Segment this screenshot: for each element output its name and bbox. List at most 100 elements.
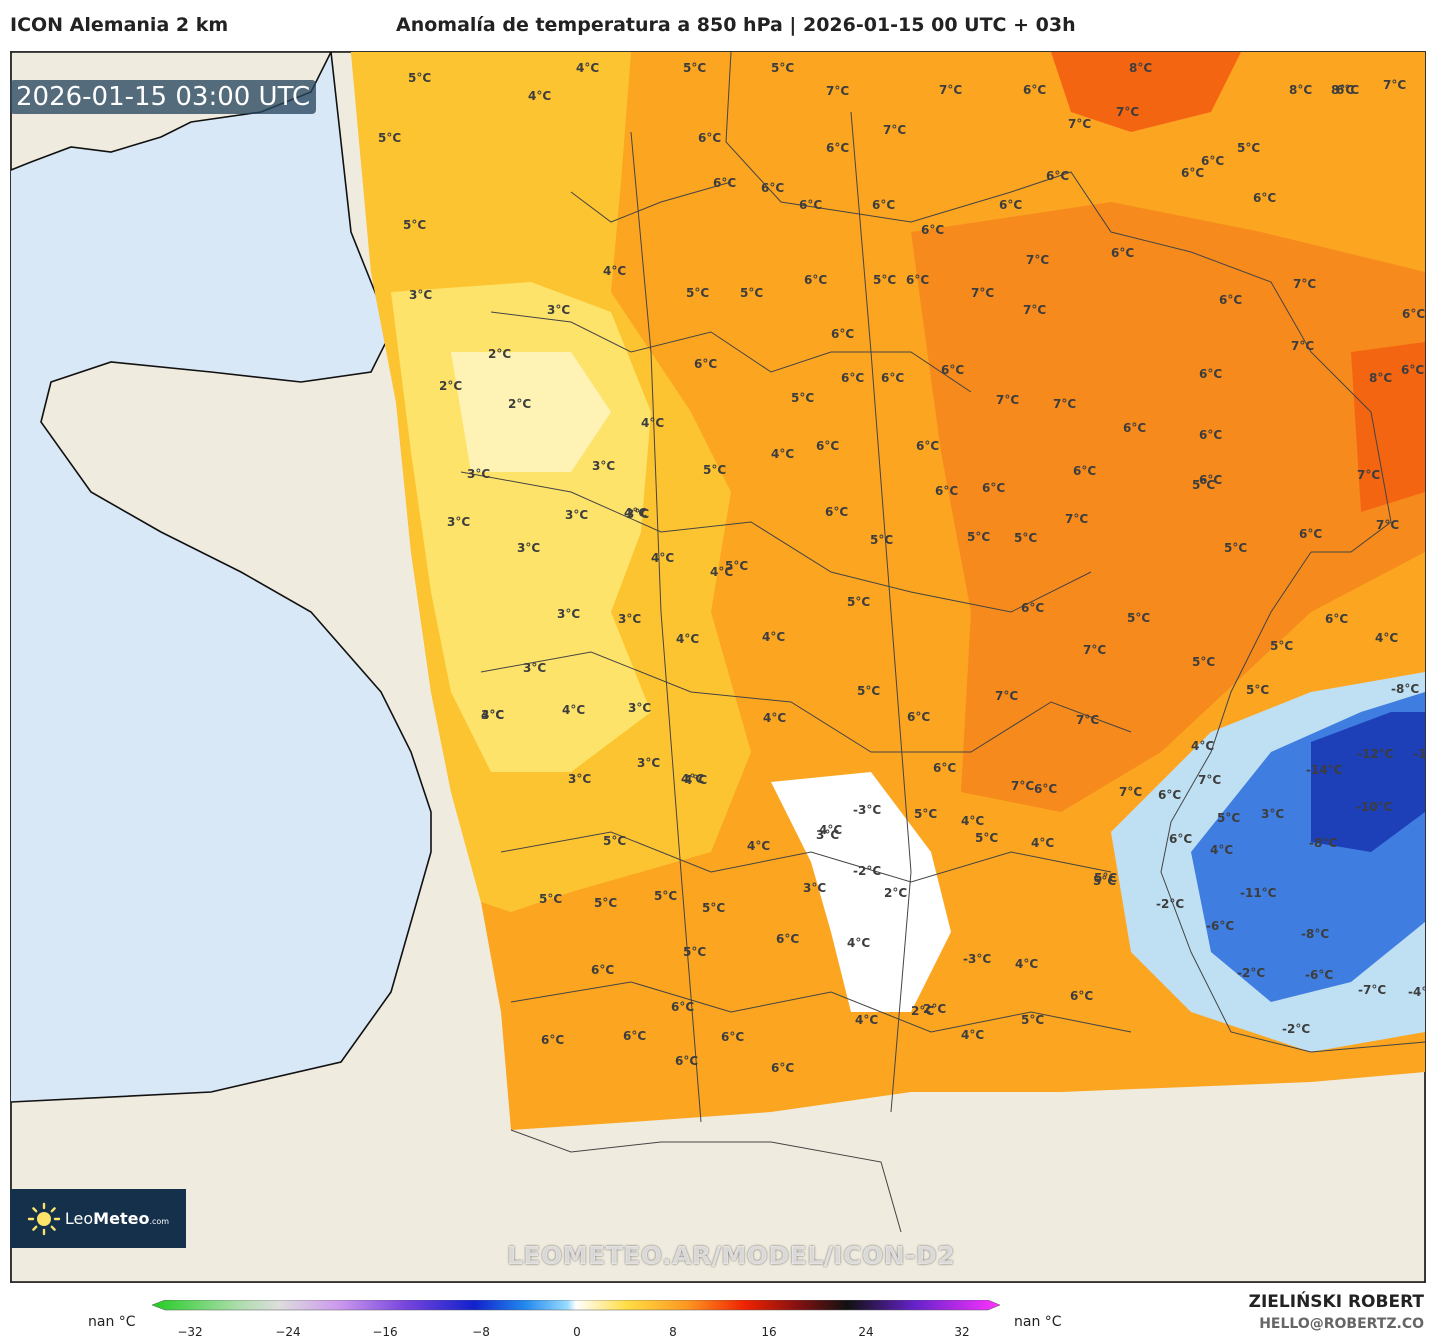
legend-tick-label: 24 — [858, 1325, 874, 1339]
temperature-label: 7°C — [995, 689, 1018, 703]
map-frame[interactable]: 5°C 4°C 5°C 5°C 8°C 8°C 8°C 7°C 4°C 5°C 6°C 6°C 7°C 7… — [10, 51, 1426, 1283]
temperature-label: 3°C — [547, 303, 570, 317]
temperature-label: 4°C — [1015, 957, 1038, 971]
temperature-label: 5°C — [1094, 871, 1117, 885]
legend-tick-label: −16 — [372, 1325, 398, 1339]
temperature-label: 6°C — [816, 439, 839, 453]
temperature-label: 6°C — [1073, 464, 1096, 478]
temperature-label: -8°C — [1309, 836, 1337, 850]
temperature-label: 6°C — [982, 481, 1005, 495]
temperature-label: 5°C — [408, 71, 431, 85]
temperature-label: 5°C — [1192, 478, 1215, 492]
legend-colorbar — [151, 1300, 1001, 1311]
timestamp-badge: 2026-01-15 03:00 UTC — [10, 80, 317, 114]
temperature-label: 5°C — [914, 807, 937, 821]
temperature-label: 4°C — [1375, 631, 1398, 645]
temperature-label: 4°C — [641, 416, 664, 430]
temperature-label: -3°C — [963, 952, 991, 966]
temperature-label: 5°C — [654, 889, 677, 903]
temperature-label: 7°C — [1083, 643, 1106, 657]
temperature-label: 5°C — [847, 595, 870, 609]
field-cold-rhone — [771, 772, 951, 1012]
legend-tick-label: 8 — [669, 1325, 677, 1339]
temperature-label: 4°C — [576, 61, 599, 75]
logo-text: LeoMeteo.com — [64, 1209, 170, 1228]
temperature-label: 4°C — [1191, 739, 1214, 753]
temperature-label: 6°C — [671, 1000, 694, 1014]
temperature-label: -11°C — [1240, 886, 1277, 900]
temperature-label: 2°C — [923, 1002, 946, 1016]
temperature-label: 5°C — [1093, 874, 1116, 888]
map-title: Anomalía de temperatura a 850 hPa | 2026… — [396, 14, 1076, 36]
temperature-label: 7°C — [1076, 713, 1099, 727]
temperature-label: 7°C — [1068, 117, 1091, 131]
temperature-label: -6°C — [1206, 919, 1234, 933]
temperature-label: 5°C — [1217, 811, 1240, 825]
temperature-label: 6°C — [906, 273, 929, 287]
temperature-label: 5°C — [1014, 531, 1037, 545]
temperature-label: 4°C — [481, 708, 504, 722]
temperature-label: 5°C — [686, 286, 709, 300]
legend-nan-left: nan °C — [88, 1314, 136, 1330]
temperature-label: 6°C — [761, 181, 784, 195]
temperature-label: 2°C — [439, 379, 462, 393]
temperature-labels: 5°C4°C 5°C 5°C 8°C8°C 8°C 7°C4°C5°C 6°C6°C7°C7… — [378, 61, 1425, 1075]
temperature-label: 6°C — [1199, 428, 1222, 442]
temperature-label: 6°C — [1325, 612, 1348, 626]
temperature-label: 4°C — [651, 551, 674, 565]
temperature-label: 6°C — [713, 176, 736, 190]
temperature-label: 7°C — [1011, 779, 1034, 793]
temperature-label: 6°C — [933, 761, 956, 775]
temperature-label: 6°C — [999, 198, 1022, 212]
temperature-label: 6°C — [841, 371, 864, 385]
temperature-label: 7°C — [1376, 518, 1399, 532]
field-cold-alps-core — [1311, 712, 1425, 852]
temperature-label: 6°C — [1123, 421, 1146, 435]
temperature-label: 7°C — [1065, 512, 1088, 526]
temperature-label: 6°C — [916, 439, 939, 453]
temperature-label: 7°C — [883, 123, 906, 137]
temperature-label: 7°C — [1198, 773, 1221, 787]
leometeo-logo[interactable]: LeoMeteo.com — [10, 1189, 186, 1248]
temperature-label: -13°C — [1413, 747, 1425, 761]
temperature-label: 3°C — [618, 612, 641, 626]
map-svg: 5°C4°C 5°C 5°C 8°C8°C 8°C 7°C4°C5°C 6°C6°C7°C7… — [11, 52, 1425, 1282]
temperature-label: 7°C — [1116, 105, 1139, 119]
temperature-label: 3°C — [517, 541, 540, 555]
author-email[interactable]: HELLO@ROBERTZ.CO — [1259, 1316, 1424, 1332]
temperature-label: 7°C — [971, 286, 994, 300]
temperature-label: 4°C — [847, 936, 870, 950]
temperature-label: 3°C — [626, 507, 649, 521]
temperature-label: 7°C — [1357, 468, 1380, 482]
temperature-label: 5°C — [967, 530, 990, 544]
temperature-label: 6°C — [804, 273, 827, 287]
temperature-label: 7°C — [1023, 303, 1046, 317]
temperature-label: 5°C — [771, 61, 794, 75]
temperature-label: 5°C — [403, 218, 426, 232]
temperature-label: 6°C — [1169, 832, 1192, 846]
temperature-label: 3°C — [447, 515, 470, 529]
temperature-label: 7°C — [939, 83, 962, 97]
temperature-label: 6°C — [799, 198, 822, 212]
temperature-label: 5°C — [603, 834, 626, 848]
temperature-label: 4°C — [624, 506, 647, 520]
temperature-label: 5°C — [857, 684, 880, 698]
temperature-label: 6°C — [675, 1054, 698, 1068]
temperature-label: 6°C — [771, 1061, 794, 1075]
temperature-label: 3°C — [557, 607, 580, 621]
temperature-label: 6°C — [1299, 527, 1322, 541]
temperature-label: 3°C — [628, 701, 651, 715]
temperature-label: -12°C — [1357, 747, 1394, 761]
temperature-label: 6°C — [1219, 293, 1242, 307]
temperature-label: 4°C — [747, 839, 770, 853]
temperature-label: 2°C — [488, 347, 511, 361]
color-legend: −32 −24 −16 −8 0 8 16 24 32 — [0, 1290, 1436, 1339]
field-hot-ne — [911, 202, 1425, 812]
temperature-label: 4°C — [684, 773, 707, 787]
temperature-label: 3°C — [803, 881, 826, 895]
temperature-label: 4°C — [819, 823, 842, 837]
temperature-label: 6°C — [591, 963, 614, 977]
temperature-label: 4°C — [961, 814, 984, 828]
legend-tick-label: −8 — [472, 1325, 490, 1339]
watermark-url: LEOMETEO.AR/MODEL/ICON-D2 — [507, 1241, 956, 1270]
